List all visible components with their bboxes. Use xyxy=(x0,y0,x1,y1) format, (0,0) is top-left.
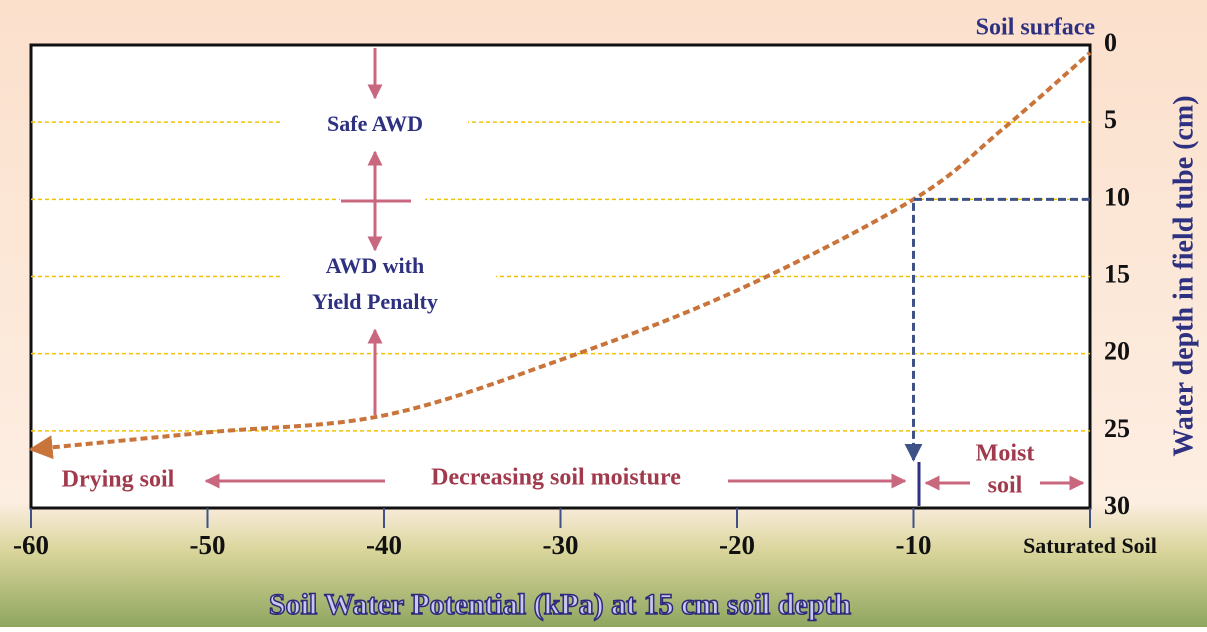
y-tick-label: 15 xyxy=(1104,259,1130,288)
x-tick-label: -30 xyxy=(543,530,579,560)
plot-frame xyxy=(29,43,1092,510)
curve xyxy=(28,51,1092,460)
x-tick-label: -10 xyxy=(896,530,932,560)
y-tick-label: 10 xyxy=(1104,182,1130,211)
y-tick-label: 30 xyxy=(1104,491,1130,520)
annotation: Decreasing soil moisture xyxy=(431,465,681,491)
y-tick-label: 5 xyxy=(1104,105,1117,134)
surface-label: Soil surface xyxy=(976,15,1096,41)
y-axis-label: Water depth in field tube (cm) xyxy=(1168,95,1199,456)
annotation: AWD with xyxy=(326,253,424,278)
annotation: Safe AWD xyxy=(327,111,423,136)
y-tick-label: 20 xyxy=(1104,337,1130,366)
x-axis-label: Soil Water Potential (kPa) at 15 cm soil… xyxy=(269,588,852,621)
x-tick-label: -50 xyxy=(190,530,226,560)
annotation: Yield Penalty xyxy=(312,289,438,314)
annotation: soil xyxy=(988,473,1023,499)
y-tick-label: 25 xyxy=(1104,414,1130,443)
x-tick-label: -60 xyxy=(13,530,49,560)
threshold-line xyxy=(904,197,1090,462)
annotation: Drying soil xyxy=(62,467,175,493)
y-tick-label: 0 xyxy=(1104,28,1117,57)
x-tick-label: -20 xyxy=(719,530,755,560)
x-tick-label: Saturated Soil xyxy=(1023,533,1157,558)
x-tick-label: -40 xyxy=(366,530,402,560)
annotation: Moist xyxy=(976,441,1035,467)
arrows xyxy=(204,48,1085,506)
